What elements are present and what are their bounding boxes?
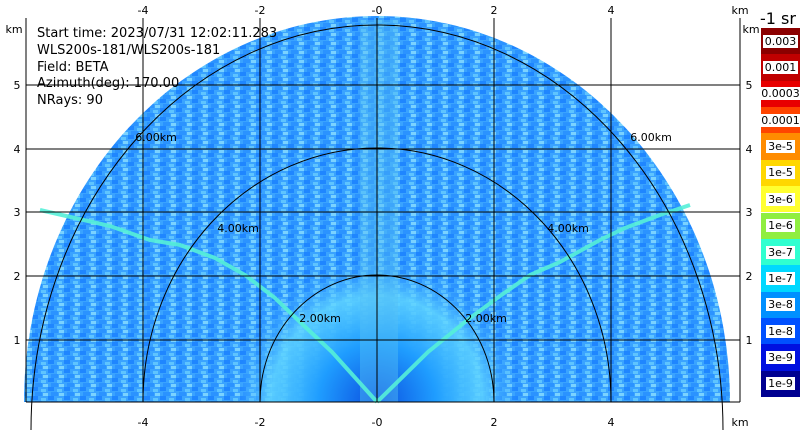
x-tick-top-3: -0 — [372, 4, 383, 17]
y-tick-left-2: 2 — [14, 270, 21, 283]
vertical-beam-strip — [360, 20, 398, 402]
colorbar-label: 3e-8 — [766, 298, 795, 312]
ring-label-6km-left: 6.00km — [135, 131, 177, 144]
colorbar-label: 0.0003 — [759, 87, 800, 101]
x-unit-top: km — [731, 4, 748, 17]
colorbar-label: 1e-8 — [766, 324, 795, 338]
start-time-label: Start time: 2023/07/31 12:02:11.283 — [37, 26, 278, 41]
colorbar-cell: 0.0001 — [759, 107, 800, 134]
ring-label-4km-right: 4.00km — [547, 222, 589, 235]
colorbar-label: 1e-6 — [766, 219, 795, 233]
echo-line-left — [39, 208, 379, 404]
colorbar-label: 0.001 — [762, 61, 799, 75]
range-rings — [30, 24, 724, 431]
colorbar-label: 0.0001 — [759, 113, 800, 127]
x-tick-bottom-2: -2 — [255, 416, 266, 429]
x-tick-top-5: 4 — [608, 4, 615, 17]
colorbar-cell: 0.001 — [761, 54, 800, 81]
y-tick-left-1: 1 — [14, 334, 21, 347]
colorbar-cell: 3e-5 — [761, 133, 800, 160]
colorbar-label: 1e-7 — [766, 271, 795, 285]
x-tick-bottom-3: -0 — [372, 416, 383, 429]
y-tick-right-2: 2 — [746, 270, 753, 283]
colorbar-label: 0.003 — [762, 34, 799, 48]
ring-label-2km-left: 2.00km — [299, 312, 341, 325]
colorbar-label: 3e-5 — [766, 140, 795, 154]
colorbar-cell: 0.003 — [761, 28, 800, 55]
colorbar-cell: 1e-6 — [761, 212, 800, 239]
x-tick-top-2: -2 — [255, 4, 266, 17]
x-tick-top-4: 2 — [491, 4, 498, 17]
x-tick-bottom-1: -4 — [138, 416, 149, 429]
y-tick-left-5: 5 — [14, 79, 21, 92]
colorbar-cell: 1e-5 — [761, 159, 800, 187]
field-label: Field: BETA — [37, 60, 109, 75]
colorbar-cell: 3e-9 — [761, 344, 800, 371]
x-unit-bottom: km — [731, 416, 748, 429]
y-tick-left-3: 3 — [14, 206, 21, 219]
colorbar-cell: 3e-8 — [761, 291, 800, 318]
colorbar-label: 1e-5 — [766, 166, 795, 180]
grid-lines — [26, 18, 740, 402]
echo-line-right — [375, 203, 691, 404]
colorbar-label: 3e-9 — [766, 350, 795, 364]
x-tick-bottom-5: 4 — [608, 416, 615, 429]
ring-label-4km-left: 4.00km — [217, 222, 259, 235]
y-unit-left: km — [5, 23, 22, 36]
ring-label-6km-right: 6.00km — [630, 131, 672, 144]
x-tick-bottom-4: 2 — [491, 416, 498, 429]
colorbar: 0.003 0.001 0.0003 0.0001 3e-5 1e-5 3e-6 1e-6 3e… — [759, 28, 800, 397]
colorbar-cell: 1e-9 — [761, 370, 800, 397]
nrays-label: NRays: 90 — [37, 93, 103, 108]
colorbar-cell: 1e-8 — [761, 317, 800, 345]
colorbar-cell: 0.0003 — [759, 80, 800, 108]
y-tick-right-1: 1 — [746, 334, 753, 347]
x-tick-top-1: -4 — [138, 4, 149, 17]
y-unit-right: km — [742, 23, 759, 36]
y-tick-left-4: 4 — [14, 143, 21, 156]
colorbar-cell: 1e-7 — [761, 265, 800, 292]
ring-label-2km-right: 2.00km — [465, 312, 507, 325]
colorbar-label: 1e-9 — [766, 377, 795, 391]
y-tick-right-3: 3 — [746, 206, 753, 219]
colorbar-cell: 3e-6 — [761, 186, 800, 213]
y-tick-right-5: 5 — [746, 79, 753, 92]
colorbar-label: 3e-6 — [766, 192, 795, 206]
instrument-label: WLS200s-181/WLS200s-181 — [37, 43, 221, 58]
colorbar-cell: 3e-7 — [761, 238, 800, 266]
colorbar-label: 3e-7 — [766, 245, 795, 259]
y-tick-right-4: 4 — [746, 143, 753, 156]
azimuth-label: Azimuth(deg): 170.00 — [37, 76, 180, 91]
colorbar-title: -1 sr — [760, 9, 796, 28]
